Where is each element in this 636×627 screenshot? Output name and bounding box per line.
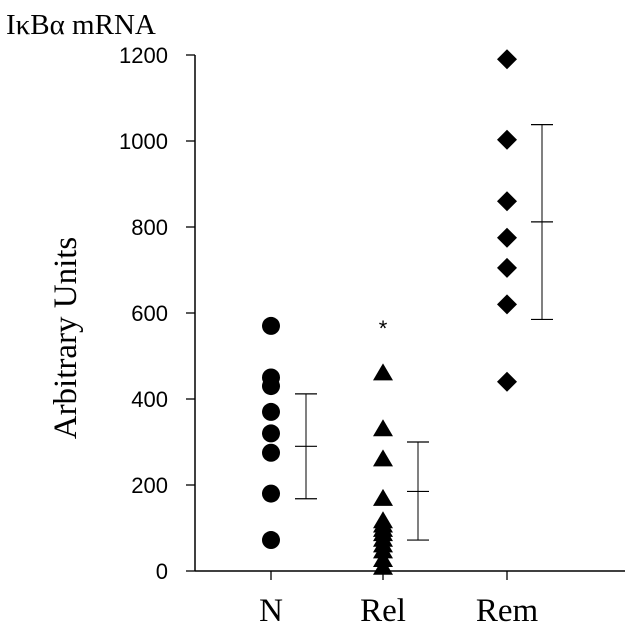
y-axis-label: Arbitrary Units xyxy=(48,237,84,440)
data-point-circle xyxy=(262,316,280,335)
annotations: * xyxy=(379,316,388,341)
significance-marker: * xyxy=(379,316,388,341)
y-tick-label: 600 xyxy=(131,301,168,326)
data-point-triangle xyxy=(373,541,393,559)
chart-title: IκBα mRNA xyxy=(6,9,156,41)
data-point-circle xyxy=(262,484,280,503)
data-point-diamond xyxy=(497,129,517,150)
data-point-triangle xyxy=(373,557,393,575)
data-point-triangle xyxy=(373,488,393,506)
data-point-circle xyxy=(262,443,280,462)
data-point-diamond xyxy=(497,191,517,212)
data-point-circle xyxy=(262,377,280,396)
data-point-triangle xyxy=(373,419,393,437)
y-tick-label: 0 xyxy=(156,559,168,584)
data-point-triangle xyxy=(373,363,393,381)
data-point-circle xyxy=(262,531,280,550)
y-tick-label: 1000 xyxy=(119,129,168,154)
data-point-diamond xyxy=(497,227,517,248)
data-point-diamond xyxy=(497,294,517,315)
data-point-triangle xyxy=(373,449,393,467)
data-point-circle xyxy=(262,402,280,421)
data-point-diamond xyxy=(497,49,517,70)
y-tick-label: 400 xyxy=(131,387,168,412)
x-ticks: N Rel Rem xyxy=(259,571,538,627)
data-point-diamond xyxy=(497,371,517,392)
y-ticks: 0 200 400 600 800 1000 1200 xyxy=(119,43,195,584)
y-tick-label: 200 xyxy=(131,473,168,498)
y-tick-label: 800 xyxy=(131,215,168,240)
x-tick-label: Rel xyxy=(360,593,406,627)
x-tick-label: N xyxy=(259,593,283,627)
data-point-circle xyxy=(262,424,280,443)
data-points xyxy=(262,49,517,575)
y-tick-label: 1200 xyxy=(119,43,168,68)
summary-bars xyxy=(295,124,553,541)
data-point-diamond xyxy=(497,257,517,278)
x-tick-label: Rem xyxy=(476,593,539,627)
